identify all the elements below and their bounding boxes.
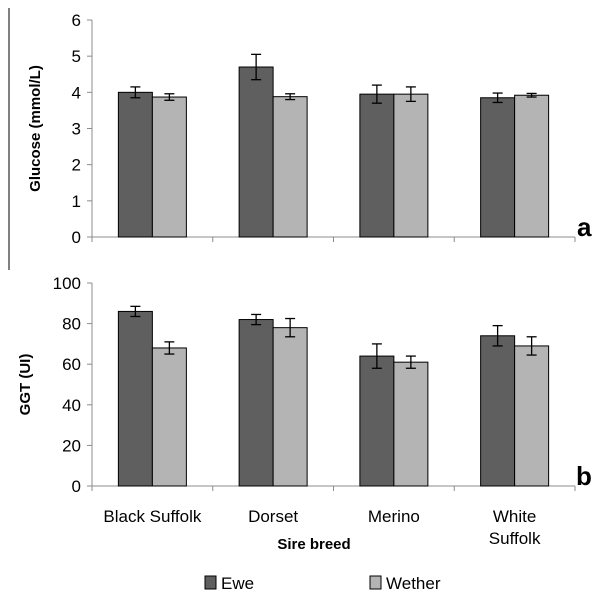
- bar-ewe: [359, 355, 395, 487]
- panel-label: a: [577, 212, 592, 242]
- legend-swatch: [204, 575, 217, 590]
- y-tick-label: 40: [62, 396, 81, 415]
- x-tick-label: White: [493, 507, 536, 526]
- y-tick-label: 20: [62, 436, 81, 455]
- bar-ewe: [117, 91, 153, 238]
- legend-swatch: [369, 575, 382, 590]
- bar-wether: [514, 94, 550, 238]
- y-tick-label: 3: [72, 120, 81, 139]
- bar-ewe: [117, 310, 153, 487]
- bar-wether: [151, 96, 187, 238]
- bar-wether: [151, 347, 187, 487]
- bar-wether: [272, 96, 308, 238]
- bar-ewe: [480, 335, 516, 487]
- y-tick-label: 80: [62, 315, 81, 334]
- y-tick-label: 5: [72, 47, 81, 66]
- y-tick-label: 0: [72, 477, 81, 496]
- y-tick-label: 1: [72, 192, 81, 211]
- bar-wether: [393, 93, 429, 238]
- panel-label: b: [576, 461, 592, 491]
- y-axis-title: Glucose (mmol/L): [27, 65, 44, 192]
- y-tick-label: 0: [72, 228, 81, 247]
- bar-ewe: [238, 319, 274, 487]
- bar-ewe: [238, 66, 274, 238]
- y-tick-label: 2: [72, 156, 81, 175]
- x-tick-label: Dorset: [248, 507, 298, 526]
- bar-wether: [514, 345, 550, 487]
- y-tick-label: 100: [53, 274, 81, 293]
- bar-ewe: [359, 93, 395, 238]
- y-tick-label: 60: [62, 355, 81, 374]
- y-tick-label: 4: [72, 83, 81, 102]
- x-axis-title: Sire breed: [277, 536, 350, 553]
- y-axis-title: GGT (UI): [17, 354, 34, 416]
- x-tick-label: Merino: [368, 507, 420, 526]
- x-tick-label: Suffolk: [489, 529, 541, 548]
- y-tick-label: 6: [72, 11, 81, 30]
- bar-ewe: [480, 97, 516, 238]
- legend-label: Wether: [386, 574, 441, 593]
- bar-wether: [393, 361, 429, 487]
- legend-label: Ewe: [221, 574, 254, 593]
- x-tick-label: Black Suffolk: [103, 507, 201, 526]
- bar-wether: [272, 327, 308, 487]
